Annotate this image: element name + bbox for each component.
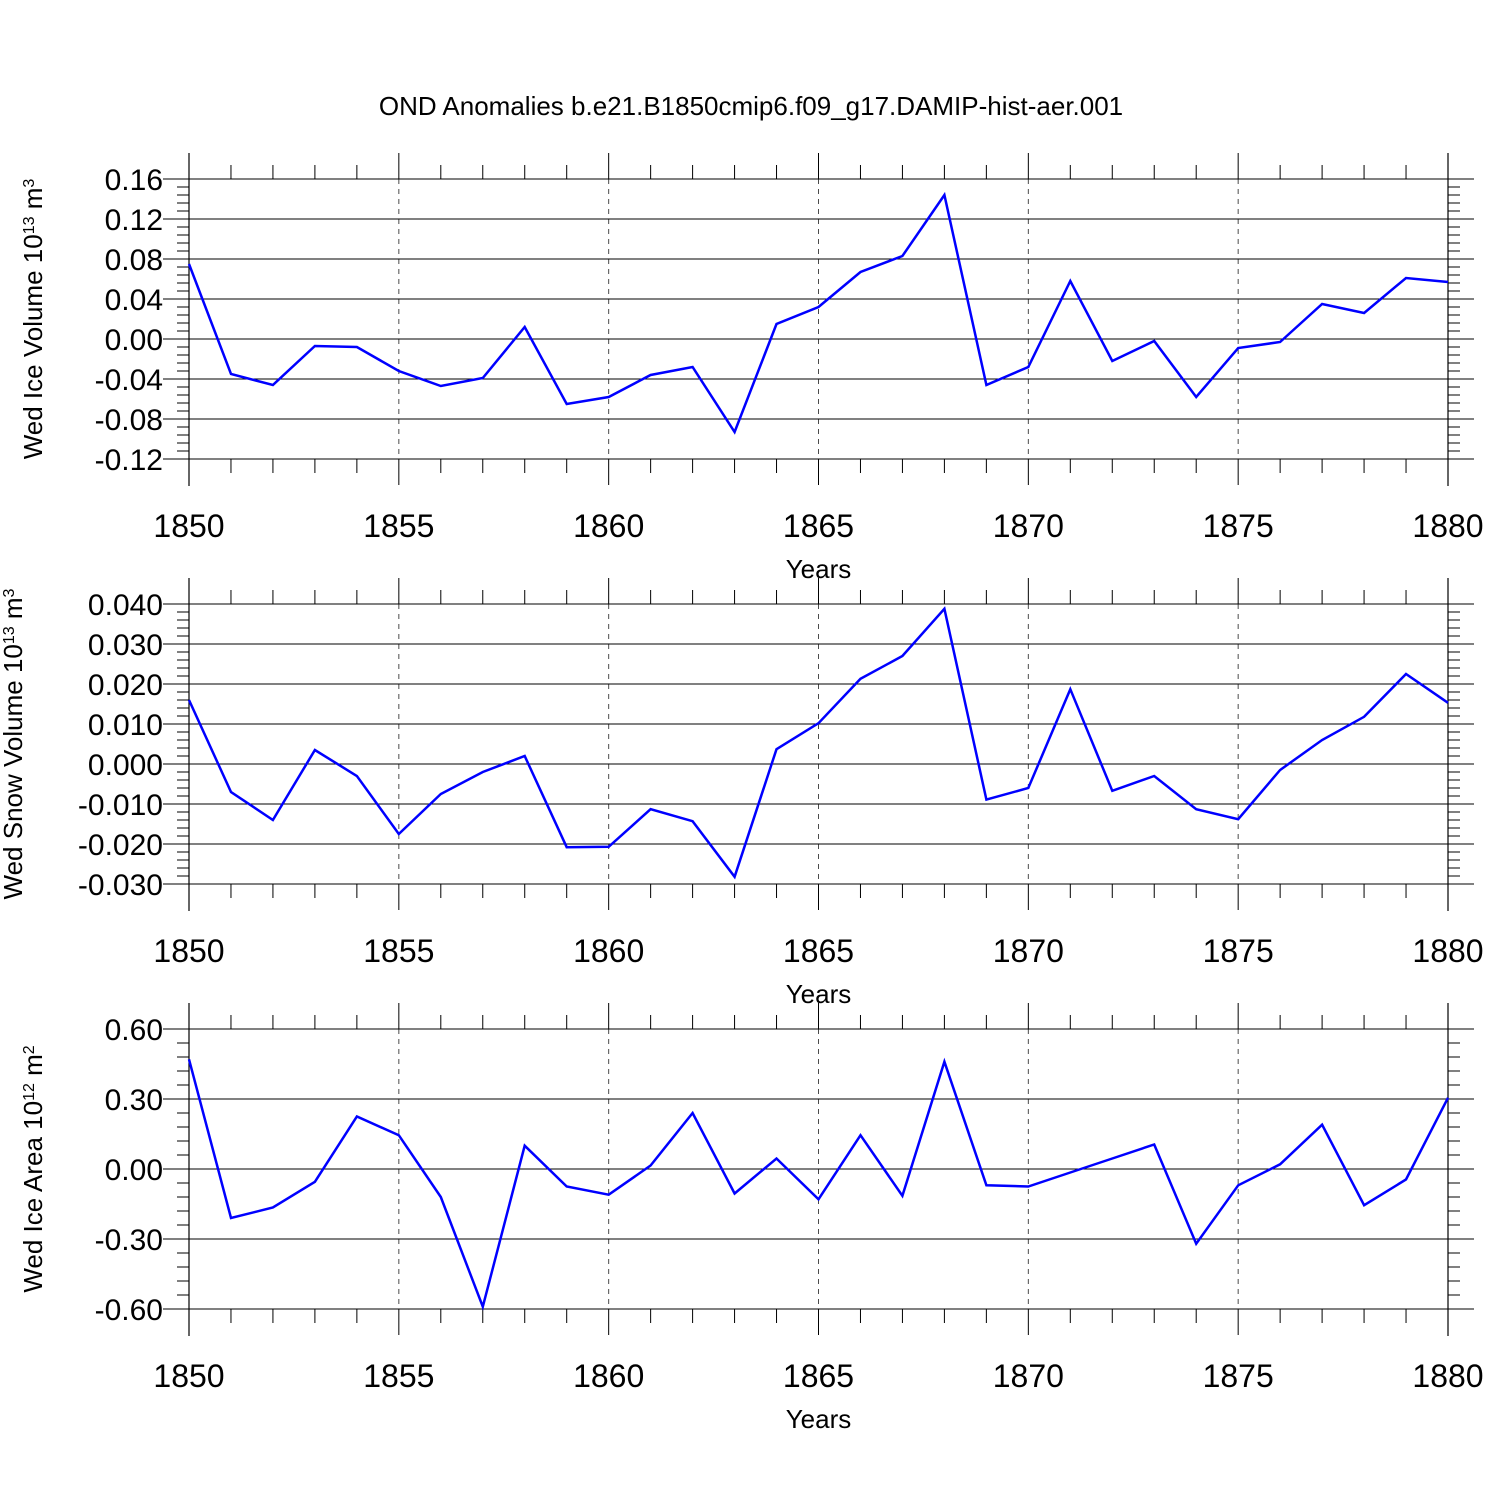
x-tick-label: 1860	[573, 1358, 644, 1394]
y-tick-label: -0.60	[95, 1294, 163, 1327]
series-line	[187, 606, 1449, 880]
x-tick-label: 1865	[783, 933, 854, 969]
chart-title: OND Anomalies b.e21.B1850cmip6.f09_g17.D…	[379, 91, 1123, 121]
chart-panel-2: -0.030 -0.020 -0.010 0.000 0.010 0.020 0.030 0.…	[0, 578, 1484, 1009]
series-line	[187, 1057, 1450, 1311]
y-axis-label-superscript: 2	[21, 1045, 38, 1054]
x-tick-label: 1865	[783, 508, 854, 544]
x-tick-label: 1850	[153, 508, 224, 544]
y-axis-label: Wed Ice Volume 1013 m3	[18, 179, 48, 460]
y-axis-label: Wed Snow Volume 1013 m3	[0, 588, 28, 899]
y-axis-label: Wed Ice Area 1012 m2	[18, 1045, 48, 1292]
y-axis-label-part: m	[18, 1054, 48, 1083]
y-tick-label: -0.030	[78, 869, 163, 902]
y-tick-label: -0.010	[78, 789, 163, 822]
y-axis-label-part: Wed Snow Volume 10	[0, 644, 28, 899]
y-tick-label: 0.010	[88, 709, 163, 742]
y-tick-label: 0.00	[105, 324, 163, 357]
x-tick-label: 1860	[573, 508, 644, 544]
y-tick-label: 0.040	[88, 589, 163, 622]
y-axis-label-part: m	[18, 188, 48, 217]
x-axis-label: Years	[786, 1404, 852, 1434]
x-tick-label: 1855	[363, 1358, 434, 1394]
x-tick-label: 1865	[783, 1358, 854, 1394]
y-tick-label: -0.08	[95, 404, 163, 437]
y-tick-label: -0.12	[95, 444, 163, 477]
y-tick-label: -0.020	[78, 829, 163, 862]
x-tick-label: 1870	[993, 1358, 1064, 1394]
y-axis-label-part: Wed Ice Volume 10	[18, 234, 48, 459]
y-axis-label-superscript: 3	[1, 588, 18, 597]
y-tick-label: 0.30	[105, 1084, 163, 1117]
y-tick-label: 0.030	[88, 629, 163, 662]
y-tick-label: -0.04	[95, 364, 163, 397]
y-axis-label-superscript: 3	[21, 179, 38, 188]
x-tick-label: 1855	[363, 508, 434, 544]
y-tick-label: 0.04	[105, 284, 163, 317]
x-tick-label: 1875	[1203, 1358, 1274, 1394]
x-tick-label: 1850	[153, 933, 224, 969]
y-axis-label-superscript: 13	[21, 216, 38, 234]
x-tick-label: 1880	[1412, 508, 1483, 544]
y-tick-label: 0.16	[105, 164, 163, 197]
x-tick-label: 1870	[993, 933, 1064, 969]
x-tick-label: 1855	[363, 933, 434, 969]
x-tick-label: 1860	[573, 933, 644, 969]
y-axis-label-superscript: 13	[1, 626, 18, 644]
y-axis-label-superscript: 12	[21, 1083, 38, 1101]
x-tick-label: 1880	[1412, 933, 1483, 969]
x-tick-label: 1880	[1412, 1358, 1483, 1394]
y-tick-label: 0.08	[105, 244, 163, 277]
y-axis-label-part: m	[0, 597, 28, 626]
chart-panel-3: -0.60 -0.30 0.00 0.30 0.60 1850 1855 1860 1865 18…	[18, 1003, 1484, 1434]
y-tick-label: 0.020	[88, 669, 163, 702]
y-tick-label: 0.60	[105, 1014, 163, 1047]
x-tick-label: 1875	[1203, 933, 1274, 969]
y-tick-label: -0.30	[95, 1224, 163, 1257]
y-tick-label: 0.000	[88, 749, 163, 782]
x-tick-label: 1870	[993, 508, 1064, 544]
chart-panel-1: -0.12 -0.08 -0.04 0.00 0.04 0.08 0.12 0.16 1850 1…	[18, 153, 1484, 584]
y-tick-label: 0.12	[105, 204, 163, 237]
x-tick-label: 1875	[1203, 508, 1274, 544]
series-line	[187, 191, 1449, 435]
y-axis-label-part: Wed Ice Area 10	[18, 1101, 48, 1293]
y-tick-label: 0.00	[105, 1154, 163, 1187]
x-tick-label: 1850	[153, 1358, 224, 1394]
